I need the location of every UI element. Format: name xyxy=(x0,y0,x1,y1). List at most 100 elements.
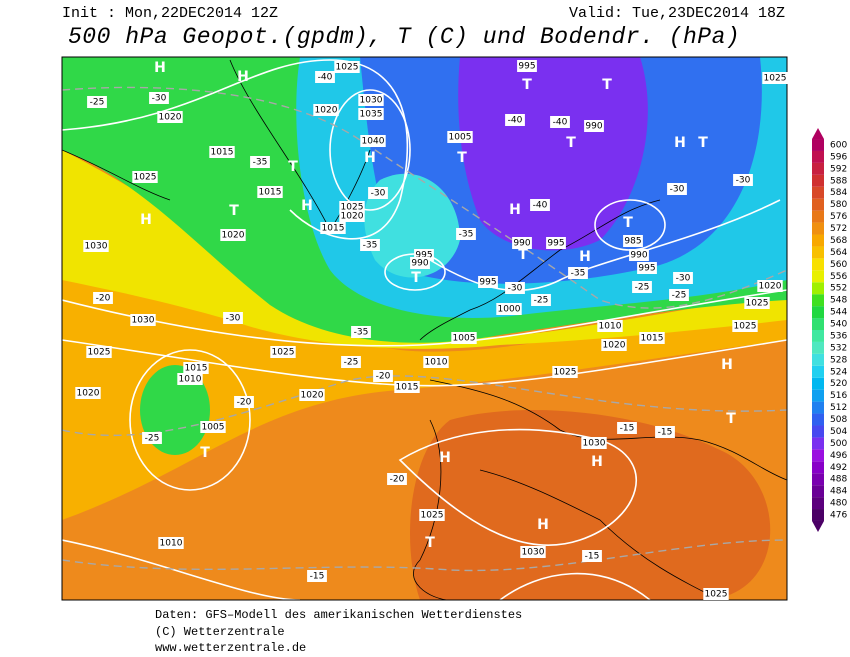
isobar-label: -35 xyxy=(363,241,378,251)
pressure-center: H xyxy=(301,198,313,214)
pressure-center: T xyxy=(566,135,576,151)
init-label: Init : Mon,22DEC2014 12Z xyxy=(62,5,278,22)
isobar-label: 1025 xyxy=(554,368,577,378)
label-box xyxy=(597,320,623,332)
label-box xyxy=(358,108,384,120)
colorbar-label: 488 xyxy=(830,475,847,485)
isobar-label: 1030 xyxy=(85,242,108,252)
label-box xyxy=(270,346,296,358)
isobar-label: 1025 xyxy=(734,322,757,332)
colorbar-cell xyxy=(812,413,824,426)
pressure-center: H xyxy=(140,212,152,228)
label-box xyxy=(637,262,657,274)
colorbar-cell xyxy=(812,425,824,438)
label-box xyxy=(601,339,627,351)
label-box xyxy=(307,570,327,582)
colorbar-label: 540 xyxy=(830,320,847,330)
label-box xyxy=(368,187,388,199)
isobar-label: -25 xyxy=(534,296,549,306)
colorbar-cell xyxy=(812,318,824,330)
pressure-center: H xyxy=(364,150,376,166)
label-box xyxy=(505,282,525,294)
label-box xyxy=(632,281,652,293)
label-box xyxy=(530,199,550,211)
label-box xyxy=(546,237,566,249)
isobar-label: -25 xyxy=(672,291,687,301)
colorbar-cell xyxy=(812,162,824,175)
pressure-center: T xyxy=(229,203,239,219)
label-box xyxy=(512,237,532,249)
isobar-label: -20 xyxy=(237,398,252,408)
footer-source: Daten: GFS–Modell des amerikanischen Wet… xyxy=(155,608,522,622)
label-box xyxy=(234,396,254,408)
label-box xyxy=(132,171,158,183)
isobar-label: -35 xyxy=(253,158,268,168)
pressure-center: H xyxy=(237,69,249,85)
colorbar-label: 552 xyxy=(830,284,847,294)
isobar-label: -15 xyxy=(620,424,635,434)
colorbar-label: 484 xyxy=(830,487,847,497)
pressure-center: T xyxy=(518,247,528,263)
colorbar-label: 584 xyxy=(830,188,847,198)
label-box xyxy=(732,320,758,332)
isobar-label: -30 xyxy=(226,314,241,324)
colorbar-cell xyxy=(812,234,824,247)
isobar-label: -30 xyxy=(676,274,691,284)
field-purple xyxy=(458,57,648,251)
colorbar-cell xyxy=(812,222,824,235)
label-box xyxy=(87,96,107,108)
colorbar-label: 596 xyxy=(830,152,847,162)
label-box xyxy=(313,104,339,116)
colorbar-label: 560 xyxy=(830,260,847,270)
colorbar-cell xyxy=(812,509,824,521)
colorbar-cell xyxy=(812,186,824,199)
isobar-label: 995 xyxy=(479,278,496,288)
isobar-label: -25 xyxy=(635,283,650,293)
colorbar-label: 572 xyxy=(830,224,847,234)
label-box xyxy=(584,120,604,132)
isobar-label: -40 xyxy=(508,116,523,126)
colorbar-label: 532 xyxy=(830,343,847,353)
isobar-label: 1005 xyxy=(453,334,476,344)
colorbar-cell xyxy=(812,377,824,390)
field-yellow xyxy=(62,150,787,349)
label-box xyxy=(505,114,525,126)
isobar-label: 990 xyxy=(513,239,530,249)
isobar-label: 1025 xyxy=(88,348,111,358)
isobar-label: -30 xyxy=(508,284,523,294)
field-cyan-low xyxy=(364,173,460,278)
isobar-label: 1020 xyxy=(159,113,182,123)
label-box xyxy=(655,426,675,438)
colorbar-label: 520 xyxy=(830,379,847,389)
isobar-label: 1040 xyxy=(362,137,385,147)
label-box xyxy=(478,276,498,288)
isobar-label: 1005 xyxy=(202,423,225,433)
label-box xyxy=(568,267,588,279)
pressure-center: T xyxy=(425,535,435,551)
field-warm xyxy=(410,410,771,600)
label-box xyxy=(669,289,689,301)
isobar-label: -35 xyxy=(459,230,474,240)
label-box xyxy=(142,432,162,444)
pressure-center: H xyxy=(509,202,521,218)
map-title: 500 hPa Geopot.(gpdm), T (C) und Bodendr… xyxy=(68,24,740,50)
colorbar-cell xyxy=(812,401,824,414)
isobar-label: 1020 xyxy=(301,391,324,401)
colorbar-label: 496 xyxy=(830,451,847,461)
isobar-label: 1020 xyxy=(603,341,626,351)
label-box xyxy=(617,422,637,434)
isobar-label: 1010 xyxy=(425,358,448,368)
isobar-label: 990 xyxy=(630,251,647,261)
isobar-label: 995 xyxy=(547,239,564,249)
label-box xyxy=(552,366,578,378)
colorbar-cell xyxy=(812,150,824,163)
label-box xyxy=(75,387,101,399)
colorbar-label: 508 xyxy=(830,415,847,425)
coastlines xyxy=(62,59,787,600)
label-box xyxy=(209,146,235,158)
label-box xyxy=(623,235,643,247)
label-box xyxy=(496,303,522,315)
isobar-label: 1010 xyxy=(160,539,183,549)
isobar-label: 1030 xyxy=(132,316,155,326)
isobar-label: 1020 xyxy=(341,212,364,222)
